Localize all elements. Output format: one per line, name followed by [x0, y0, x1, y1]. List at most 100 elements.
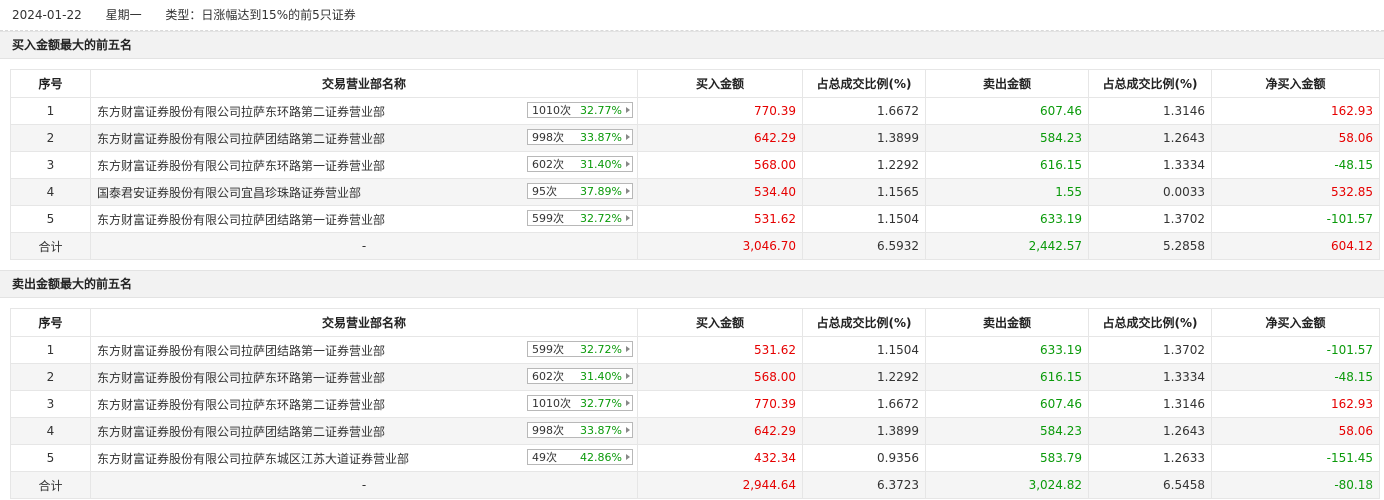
net-amount: -101.57: [1211, 205, 1380, 233]
type-label: 类型：日涨幅达到15%的前5只证券: [165, 8, 356, 22]
buy-amount: 642.29: [637, 417, 803, 445]
table-row: 2 东方财富证券股份有限公司拉萨东环路第一证券营业部 602次 31.40% 568.0…: [10, 363, 1380, 391]
buy-amount: 531.62: [637, 336, 803, 364]
date-label: 2024-01-22: [12, 8, 82, 22]
net-amount: 58.06: [1211, 417, 1380, 445]
broker-stats-badge[interactable]: 95次 37.89%: [527, 183, 633, 199]
table-row: 4 东方财富证券股份有限公司拉萨团结路第二证券营业部 998次 33.87% 642.2…: [10, 417, 1380, 445]
broker-trade-count: 998次: [532, 424, 564, 437]
broker-name-link[interactable]: 东方财富证券股份有限公司拉萨东环路第一证券营业部: [97, 370, 386, 385]
row-index: 1: [10, 336, 91, 364]
caret-right-icon: [626, 134, 630, 140]
row-index: 2: [10, 363, 91, 391]
total-net-amount: 604.12: [1211, 232, 1380, 260]
broker-stats-badge[interactable]: 998次 33.87%: [527, 129, 633, 145]
sell-ratio: 1.2643: [1088, 417, 1212, 445]
broker-stats-badge[interactable]: 49次 42.86%: [527, 449, 633, 465]
broker-cell: 东方财富证券股份有限公司拉萨东环路第一证券营业部 602次 31.40%: [90, 363, 638, 391]
col-header-sell: 卖出金额: [925, 308, 1089, 337]
sell-table: 序号 交易营业部名称 买入金额 占总成交比例(%) 卖出金额 占总成交比例(%)…: [10, 308, 1380, 499]
col-header-broker: 交易营业部名称: [90, 69, 638, 98]
buy-ratio: 0.9356: [802, 444, 926, 472]
total-buy-ratio: 6.3723: [802, 471, 926, 499]
caret-right-icon: [626, 346, 630, 352]
sell-ratio: 1.3702: [1088, 336, 1212, 364]
table-row: 4 国泰君安证券股份有限公司宜昌珍珠路证券营业部 95次 37.89% 534.40 1.…: [10, 178, 1380, 206]
row-index: 1: [10, 97, 91, 125]
broker-name-link[interactable]: 东方财富证券股份有限公司拉萨团结路第一证券营业部: [97, 343, 386, 358]
broker-cell: 国泰君安证券股份有限公司宜昌珍珠路证券营业部 95次 37.89%: [90, 178, 638, 206]
buy-ratio: 1.1504: [802, 205, 926, 233]
col-header-sell: 卖出金额: [925, 69, 1089, 98]
broker-trade-count: 1010次: [532, 397, 571, 410]
broker-name-link[interactable]: 东方财富证券股份有限公司拉萨东城区江苏大道证券营业部: [97, 451, 410, 466]
row-index: 3: [10, 151, 91, 179]
buy-section-title: 买入金额最大的前五名: [0, 31, 1384, 59]
col-header-buy: 买入金额: [637, 308, 803, 337]
caret-right-icon: [626, 427, 630, 433]
net-amount: -48.15: [1211, 363, 1380, 391]
buy-amount: 568.00: [637, 151, 803, 179]
total-buy-amount: 2,944.64: [637, 471, 803, 499]
total-sell-amount: 3,024.82: [925, 471, 1089, 499]
broker-name-link[interactable]: 国泰君安证券股份有限公司宜昌珍珠路证券营业部: [97, 185, 362, 200]
buy-table: 序号 交易营业部名称 买入金额 占总成交比例(%) 卖出金额 占总成交比例(%)…: [10, 69, 1380, 260]
broker-name-link[interactable]: 东方财富证券股份有限公司拉萨东环路第二证券营业部: [97, 104, 386, 119]
buy-table-body: 1 东方财富证券股份有限公司拉萨东环路第二证券营业部 1010次 32.77% 770.…: [10, 97, 1380, 260]
broker-name-link[interactable]: 东方财富证券股份有限公司拉萨团结路第一证券营业部: [97, 212, 386, 227]
broker-win-rate: 33.87%: [580, 131, 622, 144]
broker-win-rate: 32.72%: [580, 212, 622, 225]
row-index: 2: [10, 124, 91, 152]
broker-name-link[interactable]: 东方财富证券股份有限公司拉萨东环路第二证券营业部: [97, 397, 386, 412]
buy-amount: 531.62: [637, 205, 803, 233]
total-sell-amount: 2,442.57: [925, 232, 1089, 260]
total-name: -: [90, 471, 638, 499]
broker-stats-badge[interactable]: 602次 31.40%: [527, 156, 633, 172]
buy-ratio: 1.6672: [802, 97, 926, 125]
buy-amount: 534.40: [637, 178, 803, 206]
net-amount: -101.57: [1211, 336, 1380, 364]
broker-win-rate: 32.72%: [580, 343, 622, 356]
broker-stats-badge[interactable]: 1010次 32.77%: [527, 102, 633, 118]
broker-name-link[interactable]: 东方财富证券股份有限公司拉萨团结路第二证券营业部: [97, 131, 386, 146]
col-header-index: 序号: [10, 69, 91, 98]
sell-table-body: 1 东方财富证券股份有限公司拉萨团结路第一证券营业部 599次 32.72% 531.6…: [10, 336, 1380, 499]
broker-stats-badge[interactable]: 602次 31.40%: [527, 368, 633, 384]
total-sell-ratio: 5.2858: [1088, 232, 1212, 260]
sell-amount: 616.15: [925, 151, 1089, 179]
buy-ratio: 1.1504: [802, 336, 926, 364]
broker-name-link[interactable]: 东方财富证券股份有限公司拉萨东环路第一证券营业部: [97, 158, 386, 173]
sell-ratio: 1.3702: [1088, 205, 1212, 233]
row-index: 4: [10, 417, 91, 445]
sell-amount: 583.79: [925, 444, 1089, 472]
broker-cell: 东方财富证券股份有限公司拉萨东环路第二证券营业部 1010次 32.77%: [90, 97, 638, 125]
table-row: 3 东方财富证券股份有限公司拉萨东环路第一证券营业部 602次 31.40% 568.0…: [10, 151, 1380, 179]
table-header-row: 序号 交易营业部名称 买入金额 占总成交比例(%) 卖出金额 占总成交比例(%)…: [10, 69, 1380, 98]
sell-ratio: 1.2633: [1088, 444, 1212, 472]
broker-trade-count: 1010次: [532, 104, 571, 117]
broker-stats-badge[interactable]: 599次 32.72%: [527, 210, 633, 226]
table-row: 1 东方财富证券股份有限公司拉萨团结路第一证券营业部 599次 32.72% 531.6…: [10, 336, 1380, 364]
broker-stats-badge[interactable]: 998次 33.87%: [527, 422, 633, 438]
total-buy-amount: 3,046.70: [637, 232, 803, 260]
broker-win-rate: 31.40%: [580, 370, 622, 383]
caret-right-icon: [626, 215, 630, 221]
broker-win-rate: 32.77%: [580, 397, 622, 410]
broker-name-link[interactable]: 东方财富证券股份有限公司拉萨团结路第二证券营业部: [97, 424, 386, 439]
sell-amount: 607.46: [925, 97, 1089, 125]
caret-right-icon: [626, 454, 630, 460]
col-header-net: 净买入金额: [1211, 308, 1380, 337]
sell-amount: 633.19: [925, 205, 1089, 233]
broker-stats-badge[interactable]: 599次 32.72%: [527, 341, 633, 357]
buy-ratio: 1.2292: [802, 151, 926, 179]
col-header-sell-ratio: 占总成交比例(%): [1088, 308, 1212, 337]
total-buy-ratio: 6.5932: [802, 232, 926, 260]
broker-trade-count: 599次: [532, 343, 564, 356]
total-net-amount: -80.18: [1211, 471, 1380, 499]
row-index: 4: [10, 178, 91, 206]
broker-trade-count: 49次: [532, 451, 557, 464]
net-amount: 532.85: [1211, 178, 1380, 206]
caret-right-icon: [626, 373, 630, 379]
col-header-net: 净买入金额: [1211, 69, 1380, 98]
broker-stats-badge[interactable]: 1010次 32.77%: [527, 395, 633, 411]
